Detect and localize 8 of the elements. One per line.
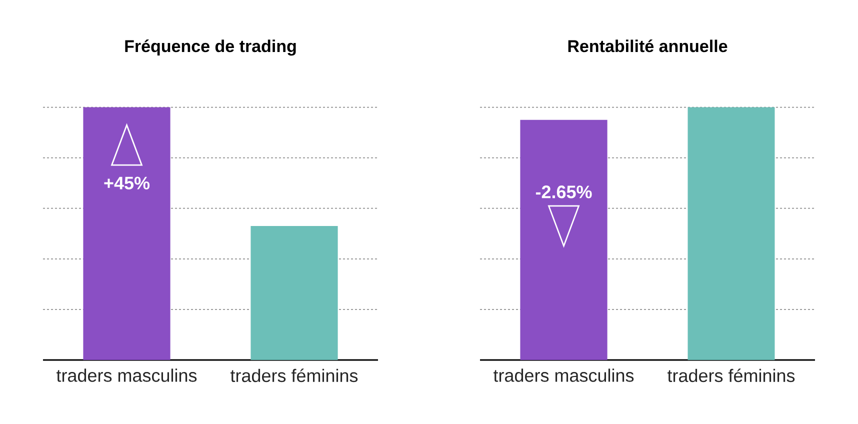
annotation: +45% xyxy=(104,176,150,190)
annotation: -2.65% xyxy=(536,186,592,198)
x-tick-label: traders masculins xyxy=(56,368,197,382)
chart-title: Rentabilité annuelle xyxy=(568,40,728,52)
x-tick-label: traders féminins xyxy=(230,368,358,382)
x-tick-label: traders masculins xyxy=(494,368,634,382)
chart-title: Fréquence de trading xyxy=(125,40,296,56)
x-tick-label: traders féminins xyxy=(668,368,795,382)
